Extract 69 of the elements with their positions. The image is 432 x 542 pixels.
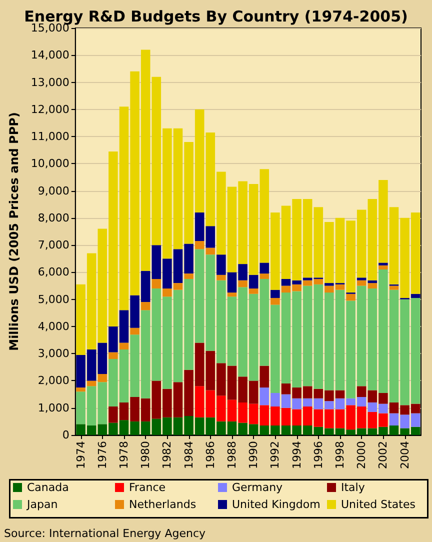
x-tick-label: 1980 <box>139 441 152 469</box>
x-tick-label: 1982 <box>160 441 174 469</box>
legend-label: France <box>129 481 166 494</box>
x-tick-label: 1990 <box>247 441 260 469</box>
bar <box>270 298 280 305</box>
x-tick-label: 2002 <box>376 441 390 469</box>
y-tick-label: 14,000 <box>30 48 70 62</box>
y-tick-label: 0 <box>62 428 70 442</box>
chart-title: Energy R&D Budgets By Country (1974-2005) <box>24 8 408 26</box>
bar <box>270 290 280 298</box>
bar <box>346 294 356 301</box>
y-tick-label: 1,000 <box>38 401 70 414</box>
y-tick-label: 9,000 <box>38 184 70 198</box>
x-tick-label: 1974 <box>74 441 88 469</box>
x-tick-label: 1976 <box>96 441 109 469</box>
bar <box>152 278 162 288</box>
x-tick-label: 2000 <box>355 441 368 469</box>
bar <box>368 283 378 288</box>
bar <box>356 386 366 398</box>
y-tick-label: 2,000 <box>38 374 70 388</box>
legend-label: Canada <box>27 481 69 494</box>
legend-label: Germany <box>232 481 284 494</box>
bar <box>356 278 366 280</box>
y-tick-label: 7,000 <box>38 238 70 252</box>
y-axis-title: Millions USD (2005 Prices and PPP) <box>7 112 21 351</box>
x-tick-label: 1986 <box>204 441 217 469</box>
bar <box>356 280 366 286</box>
bar <box>389 286 399 290</box>
legend-label: Italy <box>341 481 366 494</box>
bar <box>119 342 129 350</box>
x-tick-label: 1978 <box>117 441 130 469</box>
bar <box>260 274 270 279</box>
y-tick-label: 12,000 <box>30 102 70 116</box>
bar <box>302 278 312 280</box>
bar <box>238 280 248 288</box>
bar <box>108 352 118 360</box>
bar <box>378 262 388 266</box>
bar <box>227 292 237 297</box>
x-tick-label: 1984 <box>182 441 196 469</box>
bar <box>378 265 388 270</box>
bar <box>216 274 226 280</box>
bar <box>260 366 270 388</box>
y-tick-label: 10,000 <box>30 157 70 170</box>
bar <box>76 388 86 392</box>
bar <box>248 288 258 294</box>
x-tick-label: 1992 <box>268 441 282 469</box>
legend-label: United Kingdom <box>232 498 320 511</box>
x-tick-label: 1994 <box>290 441 304 469</box>
legend-label: Netherlands <box>129 498 196 511</box>
bar <box>130 328 140 335</box>
x-tick-label: 1996 <box>312 441 325 469</box>
legend-label: United States <box>341 498 416 511</box>
legend-label: Japan <box>26 498 58 511</box>
y-tick-label: 6,000 <box>38 266 70 279</box>
y-tick-label: 11,000 <box>30 130 70 144</box>
bar <box>184 274 194 279</box>
y-tick-label: 13,000 <box>30 76 70 89</box>
bar <box>260 262 270 274</box>
bar <box>410 294 420 298</box>
x-tick-label: 2004 <box>398 441 412 469</box>
y-tick-label: 3,000 <box>38 347 70 360</box>
x-tick-label: 1988 <box>225 441 238 469</box>
y-tick-label: 4,000 <box>38 320 70 333</box>
y-tick-label: 5,000 <box>38 292 70 306</box>
x-tick-label: 1998 <box>333 441 346 469</box>
bar <box>140 302 150 310</box>
y-tick-label: 8,000 <box>38 211 70 224</box>
bar <box>314 278 324 284</box>
source-note: Source: International Energy Agency <box>4 527 206 540</box>
